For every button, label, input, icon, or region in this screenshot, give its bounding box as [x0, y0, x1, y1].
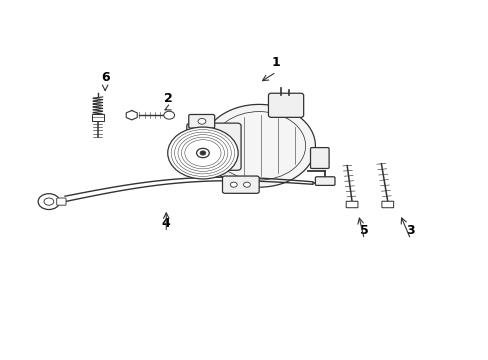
Circle shape — [44, 198, 54, 205]
Circle shape — [230, 182, 237, 187]
FancyBboxPatch shape — [315, 177, 334, 185]
FancyBboxPatch shape — [268, 93, 303, 117]
Text: 4: 4 — [162, 217, 170, 230]
FancyBboxPatch shape — [346, 201, 357, 208]
Text: 6: 6 — [101, 71, 109, 84]
Text: 3: 3 — [406, 224, 414, 237]
Circle shape — [38, 194, 60, 210]
FancyBboxPatch shape — [222, 176, 259, 193]
Circle shape — [203, 104, 315, 187]
FancyBboxPatch shape — [310, 148, 328, 168]
FancyBboxPatch shape — [92, 114, 103, 121]
Text: 5: 5 — [359, 224, 368, 237]
FancyBboxPatch shape — [188, 114, 214, 128]
Circle shape — [163, 111, 174, 119]
Circle shape — [243, 182, 250, 187]
Circle shape — [200, 151, 205, 155]
Text: 1: 1 — [271, 57, 280, 69]
Circle shape — [196, 148, 209, 158]
FancyBboxPatch shape — [381, 201, 393, 208]
Circle shape — [198, 118, 205, 124]
FancyBboxPatch shape — [57, 198, 66, 205]
Circle shape — [167, 127, 238, 179]
FancyBboxPatch shape — [186, 123, 241, 170]
Text: 2: 2 — [164, 93, 173, 105]
